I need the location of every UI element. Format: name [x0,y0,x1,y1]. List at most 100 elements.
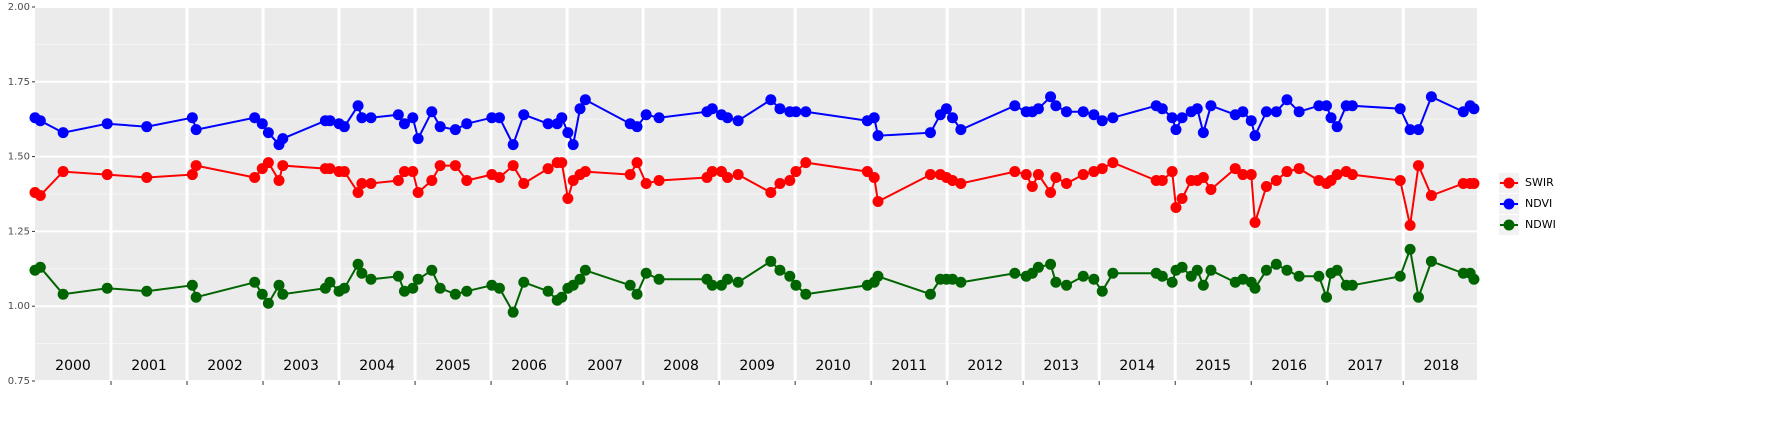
data-point [946,112,958,124]
data-point [449,160,461,172]
data-point [579,166,591,178]
y-tick-label: 1.00 [8,301,30,312]
data-point [449,124,461,136]
data-point [1425,189,1437,201]
data-point [1237,169,1249,181]
year-label: 2002 [207,358,243,374]
data-point [1237,106,1249,118]
year-label: 2012 [967,358,1003,374]
data-point [1096,285,1108,297]
data-point [542,118,554,130]
year-label: 2004 [359,358,395,374]
data-point [790,279,802,291]
data-point [706,166,718,178]
data-point [186,112,198,124]
data-point [542,163,554,175]
data-point [556,157,568,169]
data-point [1260,264,1272,276]
data-point [1320,291,1332,303]
data-point [924,169,936,181]
data-point [412,273,424,285]
data-point [1176,192,1188,204]
data-point [426,175,438,187]
data-point [567,139,579,151]
data-point [1404,124,1416,136]
data-point [141,172,153,184]
data-point [398,118,410,130]
data-point [653,273,665,285]
data-point [518,109,530,121]
data-point [631,288,643,300]
legend-label: NDVI [1525,197,1552,210]
data-point [101,169,113,181]
data-point [412,187,424,199]
data-point [256,118,268,130]
data-point [493,282,505,294]
data-point [1331,264,1343,276]
data-point [518,276,530,288]
data-point [249,112,261,124]
data-point [1468,103,1480,115]
data-point [1166,166,1178,178]
data-point [1026,181,1038,193]
data-point [398,285,410,297]
data-point [1009,267,1021,279]
data-point [800,106,812,118]
data-point [57,288,69,300]
data-point [434,121,446,133]
data-point [765,94,777,106]
data-point [365,112,377,124]
data-point [1197,127,1209,139]
data-point [1249,130,1261,142]
legend-dot [1503,219,1515,231]
year-label: 2006 [511,358,547,374]
data-point [461,175,473,187]
data-point [542,285,554,297]
data-point [141,121,153,133]
data-point [507,160,519,172]
data-point [1156,175,1168,187]
data-point [1412,291,1424,303]
data-point [946,273,958,285]
year-label: 2011 [891,358,927,374]
data-point [507,306,519,318]
data-point [1061,178,1073,190]
data-point [1313,100,1325,112]
data-point [1088,273,1100,285]
data-point [1346,169,1358,181]
data-point [34,189,46,201]
data-point [562,127,574,139]
data-point [774,103,786,115]
year-label: 2015 [1195,358,1231,374]
data-point [556,291,568,303]
data-point [1468,178,1480,190]
legend-label: SWIR [1525,176,1554,189]
data-point [190,124,202,136]
data-point [398,166,410,178]
y-tick-label: 1.50 [8,152,30,163]
data-point [365,273,377,285]
data-point [721,273,733,285]
data-point [1077,169,1089,181]
data-point [1425,255,1437,267]
data-point [324,163,336,175]
data-point [407,112,419,124]
data-point [57,127,69,139]
data-point [1270,258,1282,270]
data-point [190,160,202,172]
data-point [1293,270,1305,282]
data-point [1331,121,1343,133]
data-point [1032,261,1044,273]
data-point [1050,276,1062,288]
data-point [784,175,796,187]
data-point [1425,91,1437,103]
data-point [1107,157,1119,169]
data-point [1412,124,1424,136]
data-point [356,267,368,279]
data-point [940,103,952,115]
data-point [277,160,289,172]
data-point [486,112,498,124]
data-point [1404,243,1416,255]
data-point [1468,273,1480,285]
data-point [800,157,812,169]
